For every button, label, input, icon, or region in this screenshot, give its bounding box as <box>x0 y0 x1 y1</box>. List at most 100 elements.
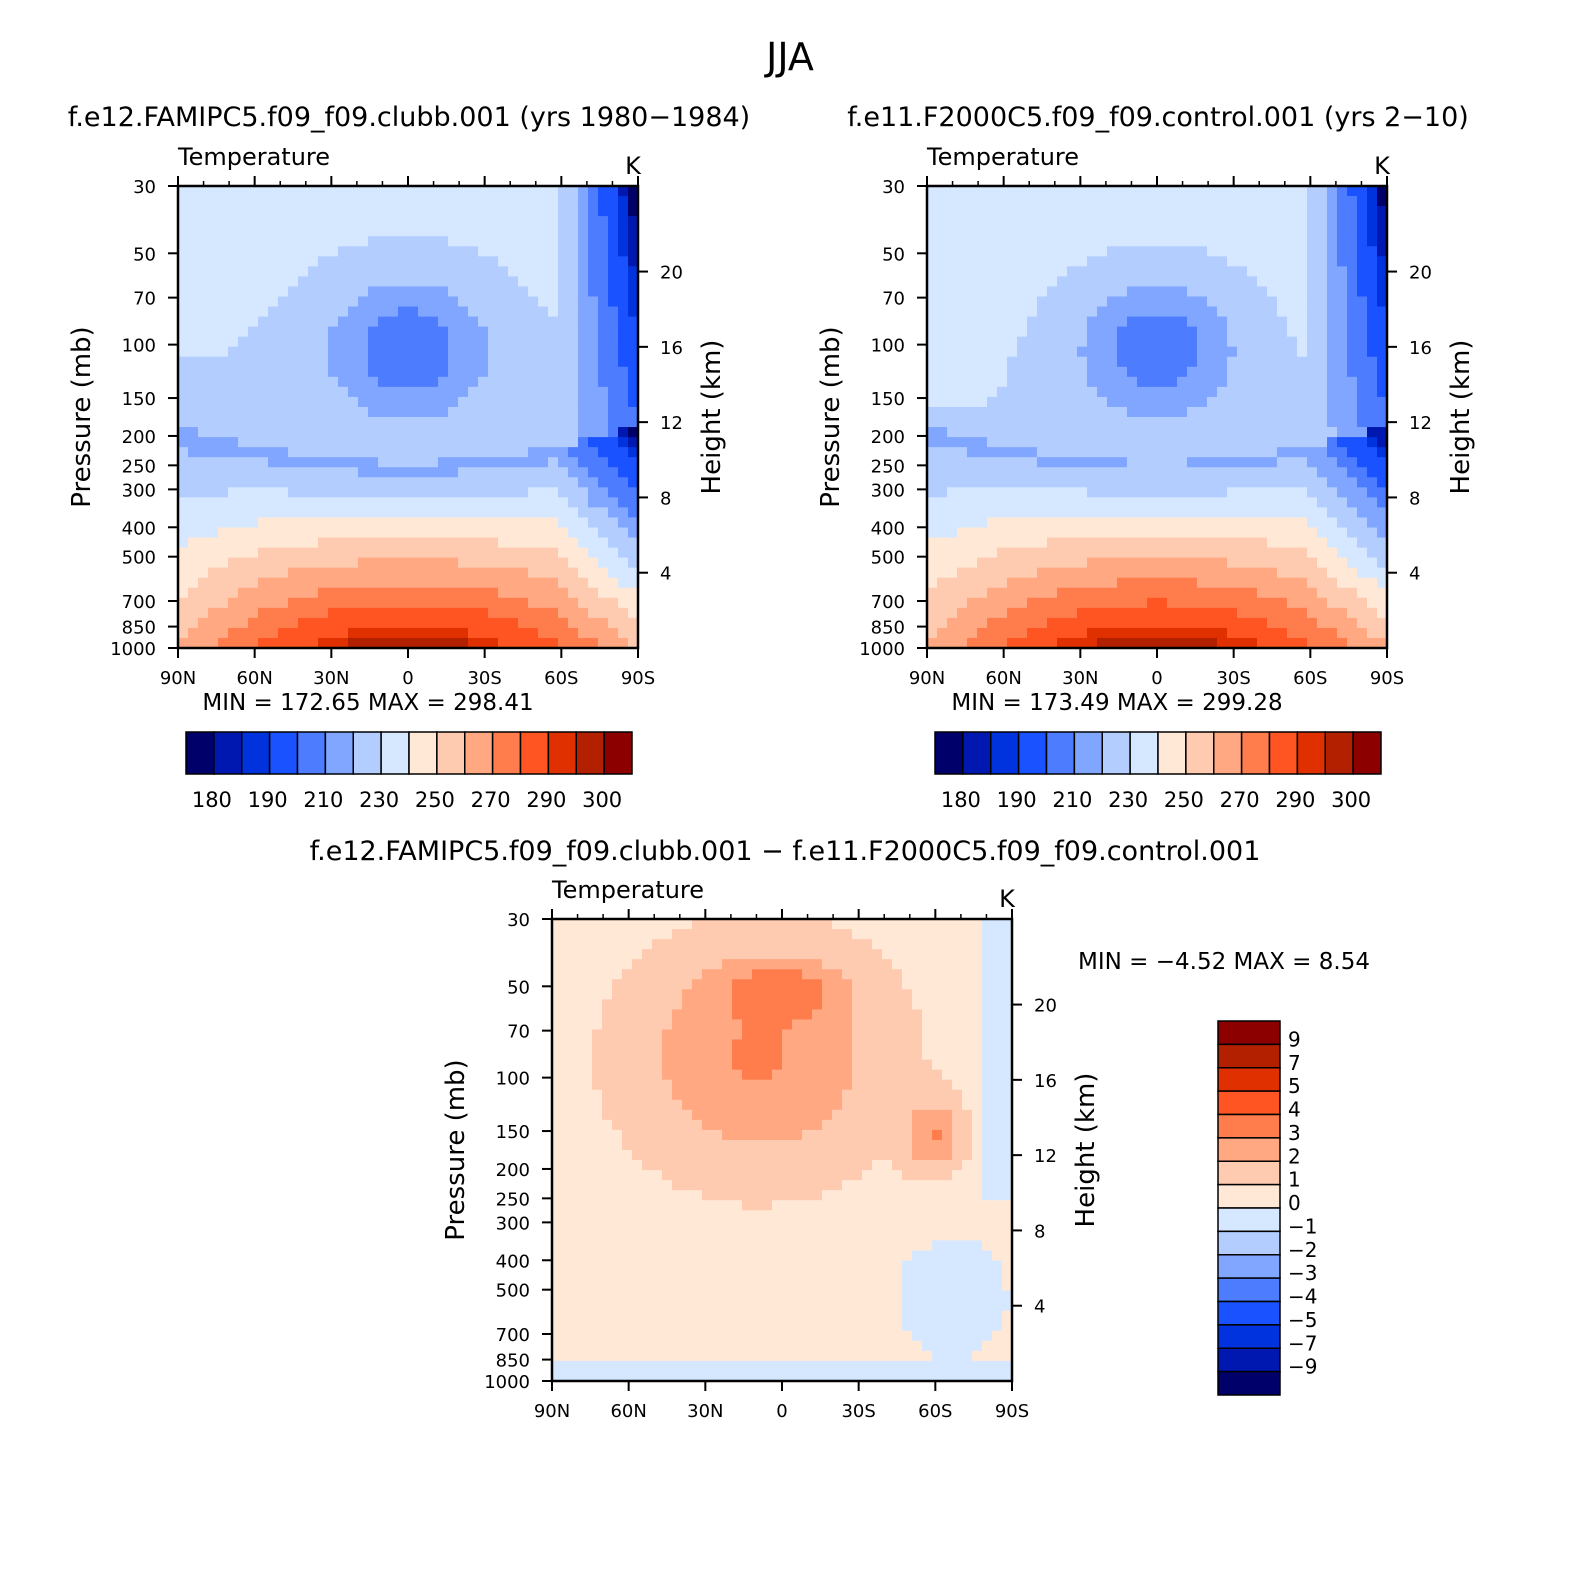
field-cell <box>552 1029 563 1041</box>
field-cell <box>987 597 998 609</box>
field-cell <box>1077 396 1088 408</box>
field-cell <box>1357 286 1368 298</box>
field-cell <box>568 276 579 288</box>
field-cell <box>997 547 1008 559</box>
field-cell <box>508 447 519 458</box>
field-cell <box>428 276 439 288</box>
field-cell <box>398 376 409 388</box>
field-cell <box>1337 547 1348 559</box>
field-cell <box>588 406 599 418</box>
field-cell <box>957 356 968 368</box>
field-cell <box>398 266 409 277</box>
field-cell <box>1167 617 1178 629</box>
field-cell <box>318 467 329 478</box>
field-cell <box>368 457 379 468</box>
field-cell <box>378 617 389 629</box>
field-cell <box>488 537 499 549</box>
field-cell <box>608 336 619 348</box>
field-cell <box>428 326 439 338</box>
field-cell <box>498 547 509 559</box>
field-cell <box>238 226 249 237</box>
field-cell <box>622 1039 633 1051</box>
field-cell <box>478 427 489 438</box>
field-cell <box>1117 497 1128 508</box>
field-cell <box>448 447 459 458</box>
field-cell <box>508 346 519 358</box>
field-cell <box>628 266 639 277</box>
field-cell <box>997 557 1008 569</box>
field-cell <box>588 346 599 358</box>
x-tick-label: 90S <box>621 668 655 689</box>
field-cell <box>957 266 968 277</box>
field-cell <box>268 386 279 398</box>
field-cell <box>418 326 429 338</box>
field-cell <box>622 1330 633 1342</box>
field-cell <box>308 497 319 508</box>
field-cell <box>1057 386 1068 398</box>
field-cell <box>188 256 199 267</box>
colorbar-box <box>603 731 633 775</box>
field-cell <box>1217 186 1228 197</box>
field-cell <box>418 537 429 549</box>
field-cell <box>368 467 379 478</box>
field-cell <box>548 447 559 458</box>
field-cell <box>398 457 409 468</box>
field-cell <box>1347 537 1358 549</box>
field-cell <box>1317 206 1328 217</box>
field-cell <box>1227 527 1238 539</box>
field-cell <box>488 326 499 338</box>
field-cell <box>308 547 319 559</box>
field-cell <box>488 346 499 358</box>
y2-axis-label: Height (km) <box>1446 340 1476 495</box>
field-cell <box>338 276 349 288</box>
field-cell <box>248 577 259 589</box>
field-cell <box>1367 376 1378 388</box>
field-cell <box>957 346 968 358</box>
field-cell <box>1327 196 1338 207</box>
field-cell <box>1067 607 1078 619</box>
field-cell <box>518 376 529 388</box>
field-cell <box>478 617 489 629</box>
field-cell <box>947 336 958 348</box>
field-cell <box>358 537 369 549</box>
y-tick-label: 30 <box>882 177 905 198</box>
field-cell <box>1047 326 1058 338</box>
field-cell <box>592 1069 603 1081</box>
field-cell <box>977 567 988 579</box>
field-cell <box>1057 196 1068 207</box>
field-cell <box>618 587 629 599</box>
field-cell <box>1197 627 1208 639</box>
field-cell <box>1177 547 1188 559</box>
field-cell <box>572 1230 583 1241</box>
field-cell <box>1287 427 1298 438</box>
field-cell <box>1217 477 1228 488</box>
field-cell <box>578 306 589 318</box>
field-cell <box>967 406 978 418</box>
field-cell <box>1047 216 1058 227</box>
field-cell <box>278 266 289 277</box>
field-cell <box>997 517 1008 529</box>
field-cell <box>957 406 968 418</box>
field-cell <box>278 216 289 227</box>
field-cell <box>628 216 639 227</box>
field-cell <box>268 447 279 458</box>
field-cell <box>1037 637 1048 649</box>
field-cell <box>578 256 589 267</box>
field-cell <box>1197 547 1208 559</box>
field-cell <box>1247 607 1258 619</box>
field-cell <box>1147 226 1158 237</box>
field-cell <box>278 276 289 288</box>
field-cell <box>238 467 249 478</box>
field-cell <box>1067 206 1078 217</box>
field-cell <box>1097 216 1108 227</box>
field-cell <box>1167 226 1178 237</box>
field-cell <box>1037 376 1048 388</box>
field-cell <box>238 627 249 639</box>
field-cell <box>652 939 663 950</box>
field-cell <box>1357 196 1368 207</box>
field-cell <box>1057 216 1068 227</box>
field-cell <box>562 1119 573 1131</box>
field-cell <box>1117 557 1128 569</box>
field-cell <box>338 206 349 217</box>
field-cell <box>208 286 219 298</box>
